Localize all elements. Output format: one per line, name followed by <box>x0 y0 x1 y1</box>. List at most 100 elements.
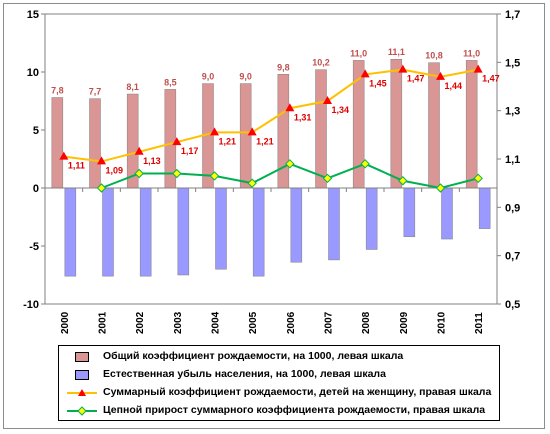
x-axis-tick-label: 2005 <box>248 311 259 334</box>
bar-natural-decline <box>102 187 114 277</box>
point-chain-growth <box>360 159 370 169</box>
point-chain-growth <box>96 183 107 193</box>
point-tfr-label: 1,21 <box>256 136 274 146</box>
x-axis-tick-label: 2008 <box>361 311 372 334</box>
bar-natural-decline <box>139 187 152 277</box>
x-axis-tick-label: 2009 <box>399 311 410 334</box>
point-chain-growth <box>172 168 182 179</box>
point-tfr-label: 1,09 <box>106 165 124 175</box>
legend-item-chain-growth: Цепной прирост суммарного коэффициента р… <box>59 402 499 420</box>
x-axis-tick-label: 2002 <box>135 311 146 334</box>
bar-birth-rate-label: 11,1 <box>388 47 405 57</box>
x-axis-tick-label: 2001 <box>98 311 109 334</box>
point-tfr-label: 1,47 <box>407 74 425 84</box>
bar-natural-decline <box>177 187 190 276</box>
bar-natural-decline <box>328 187 340 261</box>
right-axis-tick-label: 1,7 <box>505 9 520 21</box>
point-tfr <box>473 64 483 73</box>
bar-natural-decline <box>365 187 378 250</box>
bar-birth-rate <box>315 69 327 189</box>
bar-birth-rate <box>428 62 440 189</box>
point-chain-growth <box>322 173 333 184</box>
bar-natural-decline <box>215 187 227 270</box>
x-axis-tick-label: 2007 <box>324 311 335 334</box>
bar-birth-rate <box>89 98 101 189</box>
line-tfr <box>63 68 479 163</box>
bar-birth-rate-label: 10,8 <box>425 51 443 61</box>
point-tfr-label: 1,34 <box>332 105 350 115</box>
point-tfr <box>59 151 69 160</box>
right-axis-tick-label: 1,5 <box>505 57 520 69</box>
right-axis-tick-label: 0,5 <box>505 299 520 311</box>
bar-birth-rate <box>390 58 403 189</box>
point-tfr-label: 1,21 <box>219 136 237 146</box>
right-axis-tick-label: 0,7 <box>505 251 520 263</box>
point-chain-growth <box>398 176 408 186</box>
bar-birth-rate-label: 9,8 <box>277 62 290 72</box>
x-axis-tick-label: 2011 <box>474 312 485 334</box>
bar-birth-rate-label: 11,0 <box>463 48 480 58</box>
legend-item-natural-decline: Естественная убыль населения, на 1000, л… <box>59 366 499 384</box>
legend-key-tfr <box>67 389 97 396</box>
left-axis-tick-label: 10 <box>27 67 39 79</box>
point-tfr <box>323 96 332 104</box>
bar-birth-rate-label: 7,8 <box>51 86 64 96</box>
x-axis-tick-label: 2004 <box>211 311 222 334</box>
bar-natural-decline <box>252 187 265 277</box>
right-axis-tick-label: 1,1 <box>505 154 520 166</box>
right-axis-tick-label: 1,3 <box>505 106 520 118</box>
legend-key-natural-decline <box>67 369 97 381</box>
bar-natural-decline <box>64 187 77 277</box>
right-axis-tick-label: 0,9 <box>505 202 520 214</box>
bar-birth-rate <box>51 97 64 189</box>
bar-natural-decline <box>441 187 453 240</box>
left-axis-tick-label: 15 <box>27 9 39 21</box>
point-tfr <box>134 146 144 155</box>
point-chain-growth <box>247 178 257 188</box>
point-chain-growth <box>473 173 483 184</box>
bar-birth-rate-label: 11,0 <box>350 48 367 58</box>
x-axis-tick-label: 2003 <box>173 311 184 334</box>
point-tfr <box>97 156 106 165</box>
point-tfr-label: 1,47 <box>482 74 500 84</box>
point-tfr <box>285 103 295 112</box>
left-axis-tick-label: -10 <box>23 299 39 311</box>
point-tfr-label: 1,44 <box>445 81 463 91</box>
bar-birth-rate-label: 9,0 <box>239 72 252 82</box>
legend-key-chain-growth <box>67 406 97 416</box>
legend-item-birth-rate: Общий коэффициент рождаемости, на 1000, … <box>59 348 499 366</box>
bar-birth-rate-label: 8,1 <box>126 82 139 92</box>
legend-item-tfr: Суммарный коэффициент рождаемости, детей… <box>59 384 499 402</box>
point-tfr <box>247 127 257 136</box>
bar-natural-decline <box>290 187 303 263</box>
left-axis-tick-label: -5 <box>29 241 39 253</box>
point-chain-growth <box>134 168 144 179</box>
x-axis-tick-label: 2010 <box>437 311 448 334</box>
bar-birth-rate-label: 8,5 <box>164 77 177 87</box>
point-tfr <box>360 69 370 78</box>
bar-birth-rate-label: 7,7 <box>89 87 102 97</box>
left-axis-tick-label: 5 <box>33 125 39 137</box>
legend-label-birth-rate: Общий коэффициент рождаемости, на 1000, … <box>103 350 404 362</box>
legend-label-natural-decline: Естественная убыль населения, на 1000, л… <box>103 368 386 380</box>
point-tfr-label: 1,45 <box>369 78 387 88</box>
legend-key-birth-rate <box>67 351 97 363</box>
bar-birth-rate <box>277 74 290 189</box>
point-chain-growth <box>209 171 220 181</box>
point-tfr-label: 1,31 <box>294 112 312 122</box>
point-tfr-label: 1,11 <box>68 161 85 171</box>
point-tfr-label: 1,13 <box>143 156 161 166</box>
point-tfr <box>398 64 408 73</box>
bar-natural-decline <box>403 187 416 237</box>
bar-birth-rate-label: 9,0 <box>202 72 215 82</box>
point-tfr-label: 1,17 <box>181 146 199 156</box>
bar-birth-rate-label: 10,2 <box>312 58 330 68</box>
left-axis-tick-label: 0 <box>33 183 39 195</box>
x-axis-tick-label: 2000 <box>60 311 71 334</box>
bar-birth-rate <box>239 83 252 189</box>
point-tfr <box>436 71 445 80</box>
point-tfr <box>210 127 219 136</box>
bar-birth-rate <box>465 60 478 189</box>
point-chain-growth <box>285 159 295 169</box>
